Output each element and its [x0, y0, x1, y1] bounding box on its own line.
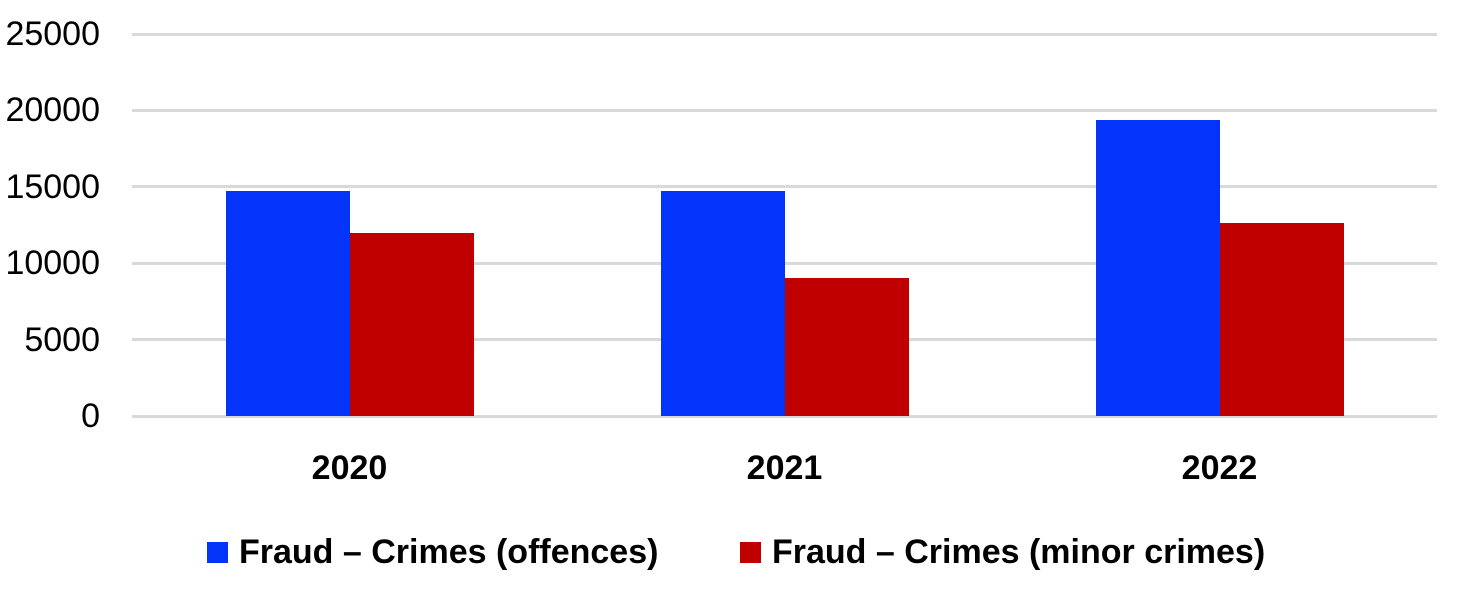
y-axis-tick-label: 15000 — [5, 167, 100, 206]
legend-swatch-icon — [740, 541, 761, 563]
bar-2020-series-1 — [350, 233, 474, 416]
bar-2022-series-1 — [1220, 223, 1344, 416]
x-axis-label-2020: 2020 — [311, 449, 388, 487]
gridline-15000 — [132, 185, 1437, 189]
legend-label: Fraud – Crimes (offences) — [239, 533, 659, 571]
bar-2021-series-1 — [785, 278, 909, 416]
y-axis-tick-label: 20000 — [5, 91, 100, 130]
y-axis-tick-label: 5000 — [24, 320, 100, 359]
bar-2020-series-0 — [226, 191, 350, 416]
bar-2021-series-0 — [661, 191, 785, 416]
gridline-20000 — [132, 108, 1437, 112]
y-axis-tick-label: 0 — [81, 397, 100, 435]
legend-item-series-1: Fraud – Crimes (minor crimes) — [740, 532, 1265, 572]
legend-label: Fraud – Crimes (minor crimes) — [772, 533, 1266, 571]
y-axis-tick-label: 25000 — [5, 15, 100, 53]
y-axis-tick-label: 10000 — [5, 244, 100, 283]
legend-swatch-icon — [207, 541, 228, 563]
bar-2022-series-0 — [1096, 120, 1220, 416]
x-axis-label-2021: 2021 — [746, 449, 823, 487]
gridline-0 — [132, 414, 1437, 418]
legend-item-series-0: Fraud – Crimes (offences) — [207, 532, 658, 572]
gridline-25000 — [132, 32, 1437, 36]
x-axis-label-2022: 2022 — [1181, 449, 1258, 487]
